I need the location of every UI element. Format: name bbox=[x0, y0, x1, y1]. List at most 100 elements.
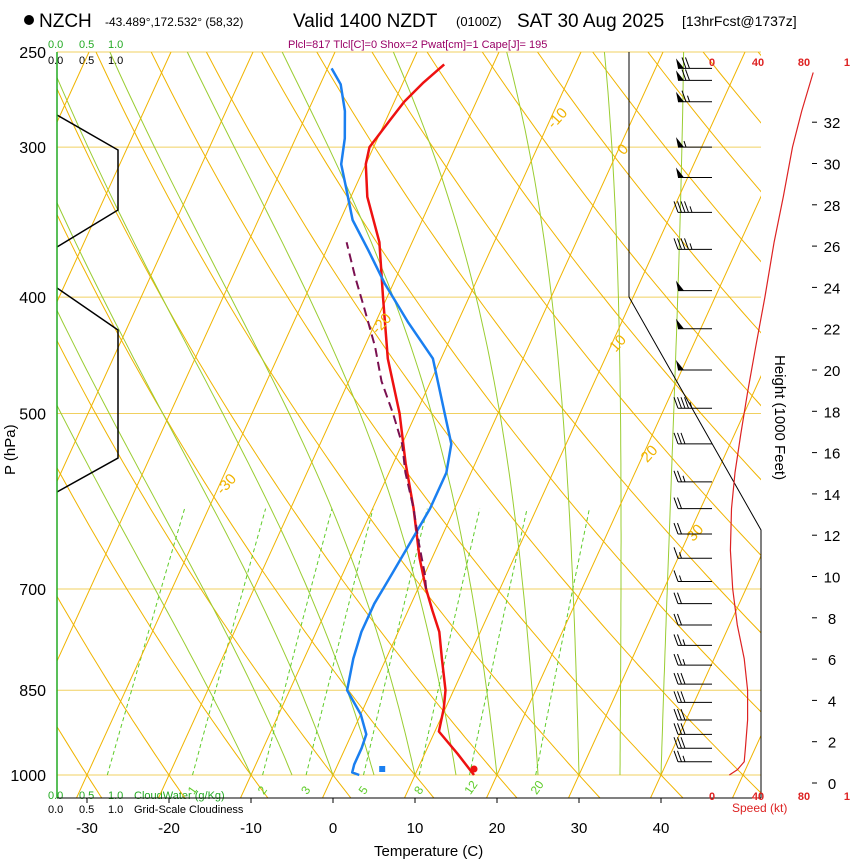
wind-barb-18 bbox=[673, 613, 712, 626]
cloudiness-bottom-tick-0: 0.0 bbox=[48, 804, 63, 816]
height-tick-label-13: 26 bbox=[824, 239, 841, 256]
temp-tick-label-7: 40 bbox=[653, 820, 670, 837]
cloudiness-profile bbox=[57, 114, 119, 493]
dry-adiabats bbox=[57, 52, 761, 798]
moist-adiabat-40 bbox=[660, 52, 685, 776]
cloudiness-bottom-tick-2: 1.0 bbox=[108, 804, 123, 816]
pressure-tick-label-1: 300 bbox=[19, 140, 46, 157]
dry-adiabat-120 bbox=[592, 52, 761, 263]
cloudwater-top-tick-2: 1.0 bbox=[108, 39, 123, 51]
station-dot-icon bbox=[24, 15, 34, 25]
mixing-ratio-5 bbox=[363, 508, 428, 776]
dry-adiabat-60 bbox=[261, 52, 761, 713]
dry-adiabat--10 bbox=[57, 466, 269, 798]
pressure-tick-label-6: 1000 bbox=[10, 768, 46, 785]
cloudiness-line-1 bbox=[57, 287, 119, 493]
isotherm-label-7: -20 bbox=[368, 310, 395, 337]
mixing-ratio-label-6: 20 bbox=[528, 778, 547, 797]
pressure-ticks: 250 300 400 500 700 850 1000 bbox=[10, 45, 46, 785]
temperature-line bbox=[364, 63, 475, 776]
wind-barb-19 bbox=[673, 634, 712, 646]
height-tick-label-14: 28 bbox=[824, 198, 841, 215]
parcel-line bbox=[345, 241, 428, 590]
wind-barb-9 bbox=[676, 360, 712, 371]
temp-tick-label-6: 30 bbox=[571, 820, 588, 837]
wind-barb-6 bbox=[673, 238, 712, 250]
wind-speed-line bbox=[728, 72, 814, 776]
height-tick-label-11: 22 bbox=[824, 322, 841, 339]
moist-adiabat-25 bbox=[392, 52, 539, 776]
pressure-axis-label: P (hPa) bbox=[2, 424, 19, 475]
dry-adiabat-110 bbox=[537, 52, 761, 334]
height-tick-label-10: 20 bbox=[824, 363, 841, 380]
mixing-ratio-0.4 bbox=[106, 508, 186, 776]
isotherm-label-2: 20 bbox=[638, 442, 662, 466]
wind-barb-25 bbox=[673, 737, 712, 749]
dry-adiabat-0 bbox=[57, 339, 352, 798]
dry-adiabat--20 bbox=[57, 595, 186, 798]
dry-adiabat-130 bbox=[647, 52, 761, 193]
wind-barb-17 bbox=[673, 592, 712, 605]
cloudiness-bottom-tick-1: 0.5 bbox=[79, 804, 94, 816]
sounding-series bbox=[330, 63, 478, 777]
isotherm-labels: 0102030100-10-20-30 bbox=[213, 105, 708, 545]
height-tick-label-15: 30 bbox=[824, 157, 841, 174]
isotherm--30 bbox=[75, 52, 418, 798]
height-tick-label-0: 0 bbox=[828, 776, 836, 793]
cloudiness-axis-label: Grid-Scale Cloudiness bbox=[134, 804, 244, 816]
wind-barb-23 bbox=[673, 708, 712, 721]
temperature-axis-label: Temperature (C) bbox=[374, 843, 483, 860]
speed-tick-top-1: 40 bbox=[752, 57, 764, 69]
wind-barb-12 bbox=[673, 470, 712, 483]
wind-barb-21 bbox=[673, 672, 712, 685]
isotherm-label-1: 10 bbox=[606, 332, 630, 356]
pressure-tick-label-5: 850 bbox=[19, 683, 46, 700]
pressure-tick-label-0: 250 bbox=[19, 45, 46, 62]
wind-barb-14 bbox=[673, 522, 712, 535]
isotherm-label-3: 30 bbox=[684, 521, 708, 545]
height-tick-label-1: 2 bbox=[828, 735, 836, 752]
isotherm-40 bbox=[649, 554, 761, 798]
mixing-ratio-label-1: 2 bbox=[255, 783, 270, 797]
height-tick-label-5: 10 bbox=[824, 570, 841, 587]
height-tick-label-9: 18 bbox=[824, 404, 841, 421]
wind-barb-10 bbox=[673, 397, 712, 409]
dry-adiabat-50 bbox=[205, 52, 761, 794]
isotherm-10 bbox=[403, 52, 746, 798]
wind-barb-1 bbox=[676, 69, 712, 81]
plot-right-boundary bbox=[628, 52, 762, 798]
mixing-ratio-label-5: 12 bbox=[461, 778, 480, 797]
moist-adiabat-0 bbox=[57, 201, 334, 776]
height-tick-label-16: 32 bbox=[824, 115, 841, 132]
cloudwater-bottom-tick-2: 1.0 bbox=[108, 790, 123, 802]
cloudwater-bottom-tick-0: 0.0 bbox=[48, 790, 63, 802]
moist-adiabat-35 bbox=[603, 52, 622, 775]
wind-barb-5 bbox=[673, 201, 712, 213]
isotherm--10 bbox=[239, 52, 582, 798]
surface-temperature-marker bbox=[470, 765, 478, 773]
mixing-ratio-1 bbox=[192, 508, 267, 776]
cloudiness-top-tick-1: 0.5 bbox=[79, 55, 94, 67]
mixing-ratio-labels: 1 2 3 5 8 12 20 bbox=[185, 778, 547, 797]
forecast-info: [13hrFcst@1737z] bbox=[682, 13, 797, 29]
cloudwater-top-tick-0: 0.0 bbox=[48, 39, 63, 51]
dry-adiabat-90 bbox=[426, 52, 761, 481]
dewpoint-line bbox=[330, 67, 453, 777]
dry-adiabat-70 bbox=[316, 52, 761, 634]
mixing-ratio-8 bbox=[418, 508, 481, 776]
height-tick-label-3: 6 bbox=[828, 652, 836, 669]
isotherm--60 bbox=[57, 52, 172, 303]
isobar-lines bbox=[57, 51, 761, 776]
temp-tick-label-2: -10 bbox=[240, 820, 262, 837]
height-tick-label-2: 4 bbox=[828, 693, 836, 710]
isotherm-label-6: -10 bbox=[544, 105, 571, 132]
wind-barb-3 bbox=[676, 137, 712, 148]
pressure-tick-label-4: 700 bbox=[19, 582, 46, 599]
speed-tick-top-3: 12 bbox=[844, 57, 850, 69]
mixing-ratio-12 bbox=[469, 508, 528, 776]
isotherm--50 bbox=[57, 52, 254, 483]
zulu-time: (0100Z) bbox=[456, 14, 502, 29]
wind-barb-13 bbox=[673, 497, 712, 510]
temp-tick-label-4: 10 bbox=[407, 820, 424, 837]
